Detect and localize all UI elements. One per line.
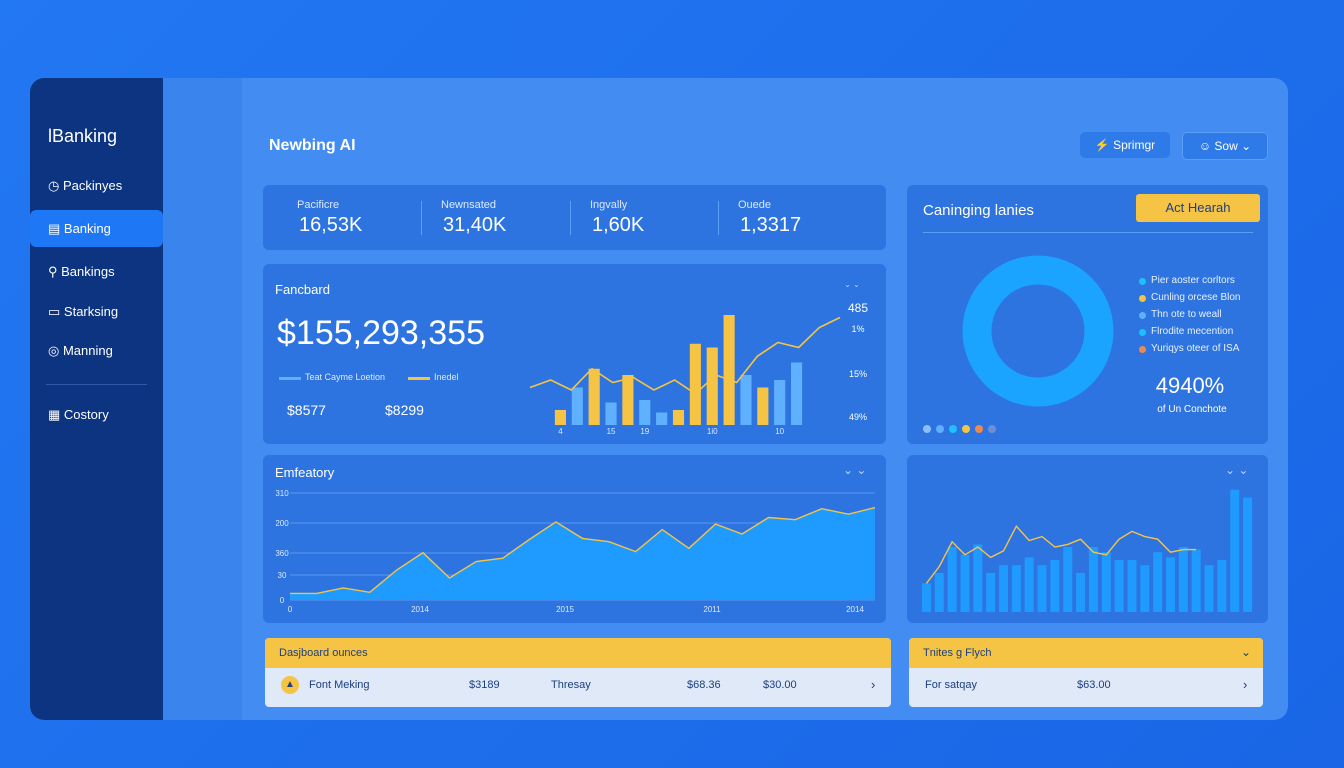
button[interactable]: ☺ Sow ⌄ bbox=[1182, 132, 1268, 160]
legend-swatch bbox=[408, 377, 430, 380]
button[interactable]: ⚡ Sprimgr bbox=[1080, 132, 1170, 158]
donut-caption: of Un Conchote bbox=[1157, 404, 1227, 415]
button-label: Sprimgr bbox=[1113, 138, 1156, 152]
nav-label: Costory bbox=[63, 407, 109, 422]
nav-label: Starksing bbox=[63, 304, 119, 319]
legend-label: Cunling orcese Blon bbox=[1151, 292, 1241, 303]
balance-card: Fancbard $155,293,355 $8577 $8299 Teat C… bbox=[263, 264, 886, 444]
card-title: Fancbard bbox=[275, 282, 330, 297]
table-title: Tnites g Flych bbox=[923, 647, 992, 659]
table-cell: $68.36 bbox=[687, 679, 721, 691]
card-title: Caninging lanies bbox=[923, 202, 1034, 219]
stat-label: Ouede bbox=[738, 199, 772, 211]
area-card: Emfeatory ⌄ ⌄ bbox=[263, 455, 886, 623]
button[interactable]: Act Hearah bbox=[1136, 194, 1260, 222]
donut-card: Caninging lanies Act Hearah 4940% of Un … bbox=[907, 185, 1268, 444]
legend-dot bbox=[1139, 329, 1146, 336]
table-cell: For satqay bbox=[925, 679, 977, 691]
stat-divider bbox=[570, 201, 571, 235]
nav-item[interactable]: ▤ Banking bbox=[48, 221, 111, 236]
stat-divider bbox=[421, 201, 422, 235]
subcolumn bbox=[163, 78, 242, 720]
row-icon: ▲ bbox=[281, 676, 299, 694]
sub-value: $8577 bbox=[287, 402, 326, 418]
divider bbox=[923, 232, 1253, 233]
legend-label: Thn ote to weall bbox=[1151, 309, 1222, 320]
row-arrow[interactable]: › bbox=[871, 677, 876, 692]
nav-item[interactable]: ▦ Costory bbox=[48, 407, 109, 422]
button-label: Sow bbox=[1214, 139, 1238, 153]
nav-active bbox=[30, 210, 163, 247]
row-arrow[interactable]: › bbox=[1243, 677, 1248, 692]
table-cell: $30.00 bbox=[763, 679, 797, 691]
nav-label: Bankings bbox=[61, 264, 115, 279]
legend-swatch bbox=[279, 377, 301, 380]
legend-dot bbox=[1139, 346, 1146, 353]
sub-value: $8299 bbox=[385, 402, 424, 418]
legend-label: Teat Cayme Loetion bbox=[305, 372, 386, 382]
table-cell: Thresay bbox=[551, 679, 591, 691]
stats-card: Pacificre 16,53K Newnsated 31,40K Ingvally 1,… bbox=[263, 185, 886, 250]
legend-dot bbox=[1139, 312, 1146, 319]
nav-item[interactable]: ⚲ Bankings bbox=[48, 264, 115, 279]
nav-label: Manning bbox=[62, 343, 113, 358]
header-title: Newbing AI bbox=[269, 137, 356, 154]
balance-amount: $155,293,355 bbox=[277, 314, 485, 352]
pager bbox=[923, 425, 996, 433]
stat-label: Pacificre bbox=[297, 199, 340, 211]
nav-label: Banking bbox=[63, 221, 111, 236]
stat-label: Ingvally bbox=[590, 199, 628, 211]
stat-value: 1,60K bbox=[592, 214, 645, 236]
nav-item[interactable]: ▭ Starksing bbox=[48, 304, 119, 319]
legend-label: Pier aoster corltors bbox=[1151, 275, 1235, 286]
chevrons: ⌄ ⌄ bbox=[1225, 463, 1249, 477]
table-header bbox=[909, 638, 1263, 668]
combo-card: ⌄ ⌄ bbox=[907, 455, 1268, 623]
table-header bbox=[265, 638, 891, 668]
legend-label: Yuriqys oteer of ISA bbox=[1151, 343, 1240, 354]
chevron: ⌄ bbox=[1241, 645, 1252, 659]
donut-value: 4940% bbox=[1155, 373, 1225, 398]
table-title: Dasjboard ounces bbox=[279, 647, 368, 659]
stat-divider bbox=[718, 201, 719, 235]
stat-label: Newnsated bbox=[441, 199, 497, 211]
legend-dot bbox=[1139, 278, 1146, 285]
chevrons: ⌄ ⌄ bbox=[843, 463, 867, 477]
table-cell: $3189 bbox=[469, 679, 500, 691]
nav-item[interactable]: ◷ Packinyes bbox=[48, 178, 123, 193]
stat-value: 16,53K bbox=[299, 214, 363, 236]
stat-value: 1,3317 bbox=[740, 214, 802, 236]
stat-value: 31,40K bbox=[443, 214, 507, 236]
legend-label: Inedel bbox=[434, 372, 459, 382]
sidebar bbox=[30, 78, 163, 720]
nav-separator bbox=[46, 384, 147, 385]
legend-label: Flrodite mecention bbox=[1151, 326, 1234, 337]
card-title: Emfeatory bbox=[275, 465, 335, 480]
table-card: Dasjboard ounces ▲ Font Meking $3189 Thresay… bbox=[265, 638, 891, 707]
brand: lBanking bbox=[48, 126, 118, 146]
table-card: Tnites g Flych ⌄ For satqay $63.00 › bbox=[909, 638, 1263, 707]
nav-item[interactable]: ◎ Manning bbox=[48, 343, 113, 358]
table-cell: $63.00 bbox=[1077, 679, 1111, 691]
nav-label: Packinyes bbox=[62, 178, 123, 193]
legend-dot bbox=[1139, 295, 1146, 302]
table-cell: Font Meking bbox=[309, 679, 370, 691]
